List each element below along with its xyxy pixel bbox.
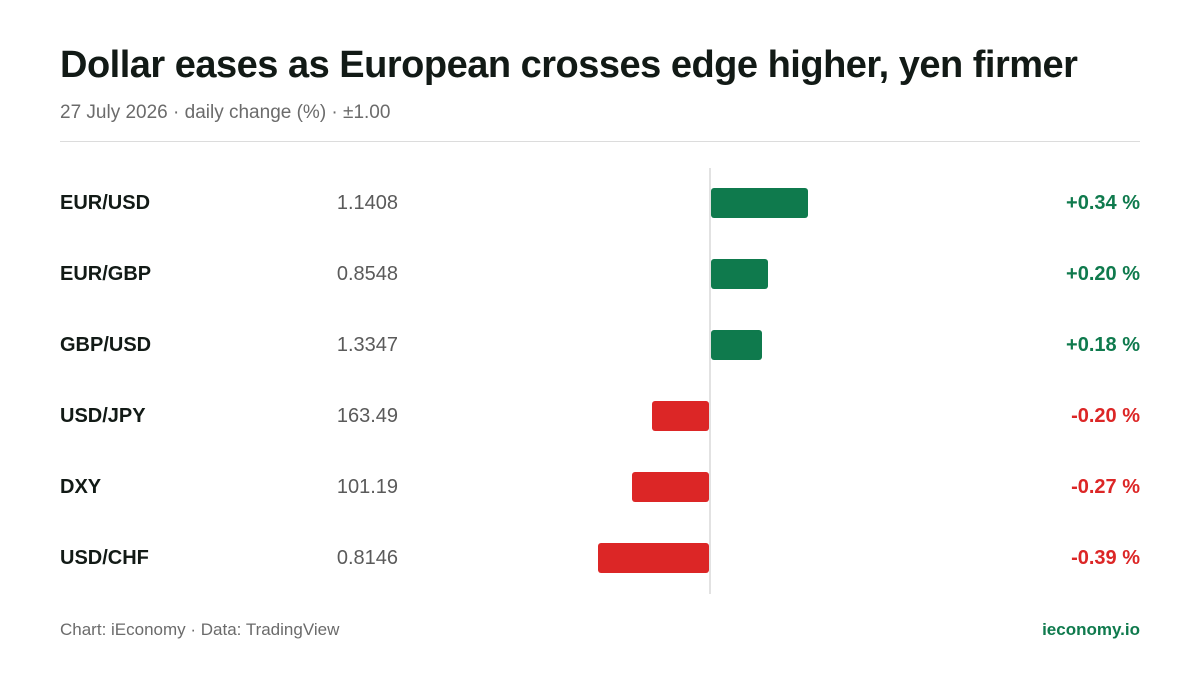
chart-title: Dollar eases as European crosses edge hi… xyxy=(60,44,1078,86)
change-label: -0.27 % xyxy=(1071,476,1140,498)
bar-row: GBP/USD 1.3347 +0.18 % xyxy=(0,310,1200,381)
bar-row: USD/CHF 0.8146 -0.39 % xyxy=(0,523,1200,594)
change-bar xyxy=(652,401,709,431)
change-label: -0.20 % xyxy=(1071,405,1140,427)
category-label: USD/JPY xyxy=(60,405,146,427)
rate-value: 1.1408 xyxy=(336,192,398,214)
category-label: EUR/GBP xyxy=(60,263,152,285)
zero-axis-line xyxy=(709,168,711,594)
category-label: DXY xyxy=(60,476,102,498)
change-bar xyxy=(711,259,768,289)
change-bar xyxy=(632,472,709,502)
rate-value: 101.19 xyxy=(336,476,398,498)
bar-row: EUR/GBP 0.8548 +0.20 % xyxy=(0,239,1200,310)
change-bar xyxy=(597,543,709,573)
chart-subtitle: 27 July 2026 · daily change (%) · ±1.00 xyxy=(60,102,391,123)
category-label: EUR/USD xyxy=(60,192,151,214)
rate-value: 163.49 xyxy=(336,405,398,427)
change-label: +0.20 % xyxy=(1066,263,1140,285)
source-credit: Chart: iEconomy · Data: TradingView xyxy=(60,620,340,639)
rate-value: 0.8548 xyxy=(336,263,398,285)
bar-row: USD/JPY 163.49 -0.20 % xyxy=(0,381,1200,452)
change-label: +0.34 % xyxy=(1066,192,1140,214)
rate-value: 0.8146 xyxy=(336,547,398,569)
header-divider xyxy=(60,141,1140,142)
change-label: +0.18 % xyxy=(1066,334,1140,356)
brand-link[interactable]: ieconomy.io xyxy=(1042,620,1140,639)
bar-row: DXY 101.19 -0.27 % xyxy=(0,452,1200,523)
category-label: GBP/USD xyxy=(60,334,152,356)
change-bar xyxy=(711,188,808,218)
category-label: USD/CHF xyxy=(60,547,149,569)
change-label: -0.39 % xyxy=(1071,547,1140,569)
chart-area: EUR/USD 1.1408 +0.34 % EUR/GBP 0.8548 +0.20 %… xyxy=(0,168,1200,594)
change-bar xyxy=(711,330,763,360)
bar-row: EUR/USD 1.1408 +0.34 % xyxy=(0,168,1200,239)
rate-value: 1.3347 xyxy=(336,334,398,356)
